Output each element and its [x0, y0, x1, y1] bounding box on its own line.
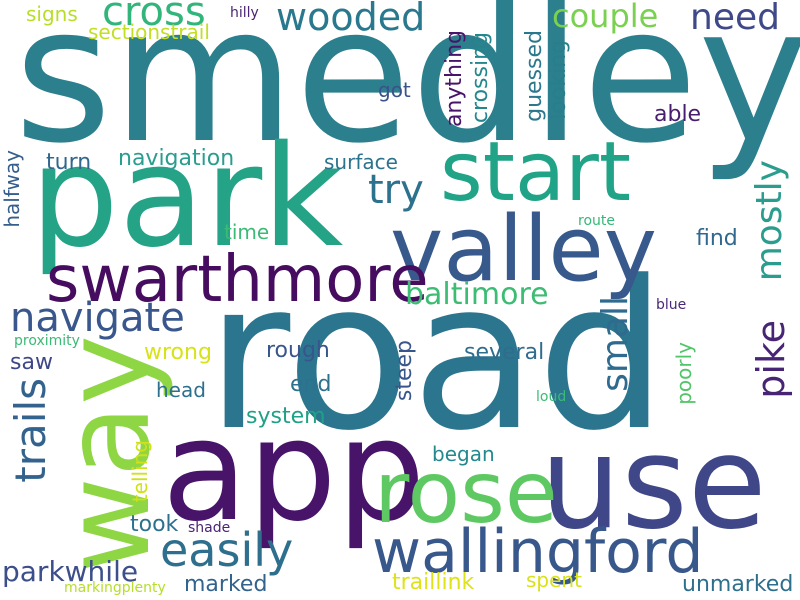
word-need: need	[690, 0, 780, 38]
word-got: got	[378, 78, 411, 102]
word-took: took	[130, 512, 179, 537]
word-wrong: wrong	[144, 340, 212, 365]
word-trails: trails	[6, 378, 55, 483]
word-markingplenty: markingplenty	[64, 580, 166, 596]
word-parkwhile: parkwhile	[2, 555, 139, 588]
word-saw: saw	[10, 350, 53, 375]
word-able: able	[654, 102, 702, 127]
word-easily: easily	[160, 523, 294, 577]
word-swarthmore: swarthmore	[46, 243, 429, 317]
word-guessed: guessed	[522, 30, 547, 122]
word-head: head	[156, 378, 206, 402]
word-hilly: hilly	[230, 5, 259, 21]
word-use: use	[540, 409, 767, 558]
word-crossing: crossing	[468, 32, 493, 124]
word-system: system	[246, 404, 326, 429]
word-smedley: smedley	[14, 0, 800, 185]
word-looking: looking	[546, 40, 571, 120]
word-park: park	[30, 116, 344, 279]
word-anything: anything	[442, 30, 467, 128]
word-marked: marked	[184, 572, 268, 597]
word-time: time	[224, 220, 270, 244]
word-unmarked: unmarked	[682, 572, 794, 597]
word-couple: couple	[552, 0, 659, 35]
word-road: road	[206, 238, 667, 476]
word-steep: steep	[392, 340, 417, 402]
word-sectionstrail: sectionstrail	[88, 20, 210, 44]
word-wooded: wooded	[276, 0, 426, 39]
word-turn: turn	[46, 150, 92, 175]
word-valley: valley	[390, 197, 658, 302]
word-shade: shade	[188, 520, 231, 536]
word-start: start	[440, 125, 631, 220]
word-blue: blue	[656, 297, 687, 313]
word-baltimore: baltimore	[405, 277, 549, 312]
word-wallingford: wallingford	[372, 517, 704, 587]
word-traillink: traillink	[392, 570, 475, 595]
word-poorly: poorly	[672, 342, 696, 405]
word-signs: signs	[26, 2, 78, 26]
word-rose: rose	[374, 443, 558, 543]
word-try: try	[368, 167, 424, 213]
word-telling: telling	[128, 440, 152, 503]
word-loud: loud	[536, 389, 567, 405]
word-spent: spent	[526, 568, 582, 592]
word-halfway: halfway	[0, 150, 24, 228]
word-route: route	[578, 213, 615, 229]
word-pike: pike	[749, 320, 793, 399]
word-app: app	[162, 390, 426, 553]
word-end: end	[290, 372, 332, 397]
word-proximity: proximity	[14, 333, 80, 349]
word-rough: rough	[266, 338, 330, 363]
word-began: began	[432, 442, 495, 466]
word-navigation: navigation	[118, 146, 235, 171]
word-cross: cross	[102, 0, 206, 35]
word-several: several	[464, 340, 545, 365]
word-small: small	[595, 296, 636, 392]
word-surface: surface	[324, 150, 398, 174]
word-find: find	[696, 226, 738, 251]
word-navigate: navigate	[10, 295, 185, 341]
word-mostly: mostly	[749, 160, 790, 282]
